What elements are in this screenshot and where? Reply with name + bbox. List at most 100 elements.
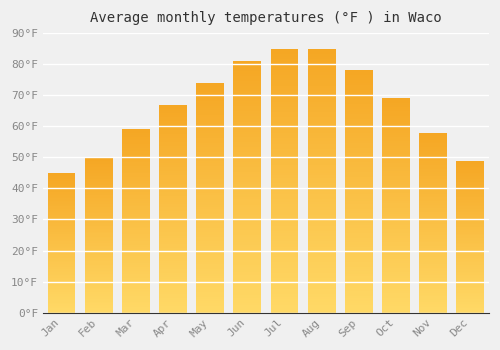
Bar bbox=[308, 252, 336, 254]
Bar bbox=[234, 121, 262, 124]
Bar bbox=[382, 188, 410, 190]
Bar bbox=[85, 212, 112, 213]
Bar bbox=[85, 241, 112, 243]
Bar bbox=[234, 144, 262, 147]
Bar bbox=[308, 49, 336, 51]
Bar bbox=[419, 289, 447, 291]
Bar bbox=[270, 144, 298, 146]
Bar bbox=[234, 142, 262, 144]
Bar bbox=[456, 212, 484, 214]
Bar bbox=[382, 287, 410, 289]
Bar bbox=[48, 180, 76, 181]
Bar bbox=[85, 168, 112, 170]
Bar bbox=[382, 163, 410, 165]
Bar bbox=[196, 94, 224, 97]
Bar bbox=[382, 107, 410, 109]
Bar bbox=[122, 194, 150, 195]
Bar bbox=[270, 300, 298, 302]
Bar bbox=[419, 295, 447, 296]
Bar bbox=[308, 99, 336, 102]
Bar bbox=[122, 230, 150, 232]
Bar bbox=[382, 270, 410, 272]
Bar bbox=[345, 214, 373, 216]
Bar bbox=[122, 281, 150, 284]
Bar bbox=[419, 183, 447, 185]
Bar bbox=[382, 276, 410, 278]
Bar bbox=[345, 276, 373, 279]
Bar bbox=[419, 161, 447, 163]
Bar bbox=[382, 238, 410, 240]
Bar bbox=[85, 221, 112, 223]
Bar bbox=[456, 163, 484, 165]
Bar bbox=[234, 232, 262, 235]
Bar bbox=[196, 202, 224, 205]
Bar bbox=[456, 270, 484, 272]
Bar bbox=[48, 301, 76, 303]
Bar bbox=[196, 129, 224, 131]
Bar bbox=[196, 175, 224, 177]
Bar bbox=[159, 257, 187, 259]
Bar bbox=[308, 212, 336, 215]
Bar bbox=[382, 210, 410, 212]
Bar bbox=[308, 165, 336, 168]
Bar bbox=[196, 161, 224, 163]
Bar bbox=[122, 272, 150, 274]
Bar bbox=[345, 189, 373, 191]
Bar bbox=[382, 180, 410, 182]
Bar bbox=[48, 178, 76, 180]
Bar bbox=[456, 288, 484, 290]
Bar bbox=[122, 197, 150, 199]
Bar bbox=[382, 285, 410, 287]
Bar bbox=[308, 125, 336, 128]
Bar bbox=[234, 255, 262, 257]
Bar bbox=[345, 228, 373, 230]
Bar bbox=[85, 258, 112, 260]
Bar bbox=[196, 92, 224, 94]
Bar bbox=[48, 268, 76, 270]
Bar bbox=[159, 228, 187, 230]
Bar bbox=[419, 154, 447, 156]
Bar bbox=[48, 294, 76, 296]
Bar bbox=[308, 300, 336, 302]
Bar bbox=[159, 236, 187, 238]
Bar bbox=[419, 286, 447, 287]
Bar bbox=[234, 222, 262, 225]
Bar bbox=[419, 177, 447, 180]
Bar bbox=[48, 177, 76, 178]
Bar bbox=[419, 203, 447, 205]
Bar bbox=[308, 273, 336, 276]
Bar bbox=[419, 228, 447, 230]
Bar bbox=[270, 131, 298, 133]
Bar bbox=[159, 271, 187, 273]
Bar bbox=[85, 213, 112, 215]
Bar bbox=[234, 270, 262, 272]
Bar bbox=[48, 195, 76, 197]
Bar bbox=[159, 188, 187, 190]
Bar bbox=[48, 276, 76, 278]
Bar bbox=[382, 263, 410, 266]
Bar bbox=[196, 88, 224, 90]
Bar bbox=[382, 223, 410, 225]
Bar bbox=[419, 284, 447, 286]
Bar bbox=[122, 170, 150, 172]
Bar bbox=[345, 187, 373, 189]
Bar bbox=[382, 240, 410, 242]
Bar bbox=[85, 207, 112, 209]
Bar bbox=[196, 85, 224, 88]
Bar bbox=[48, 299, 76, 300]
Bar bbox=[196, 106, 224, 108]
Bar bbox=[345, 245, 373, 247]
Bar bbox=[382, 156, 410, 159]
Bar bbox=[48, 188, 76, 190]
Bar bbox=[345, 128, 373, 131]
Bar bbox=[382, 197, 410, 199]
Bar bbox=[234, 278, 262, 280]
Bar bbox=[196, 195, 224, 198]
Bar bbox=[456, 282, 484, 284]
Bar bbox=[234, 152, 262, 154]
Bar bbox=[382, 176, 410, 178]
Bar bbox=[270, 268, 298, 271]
Bar bbox=[122, 155, 150, 157]
Bar bbox=[345, 114, 373, 117]
Bar bbox=[382, 261, 410, 263]
